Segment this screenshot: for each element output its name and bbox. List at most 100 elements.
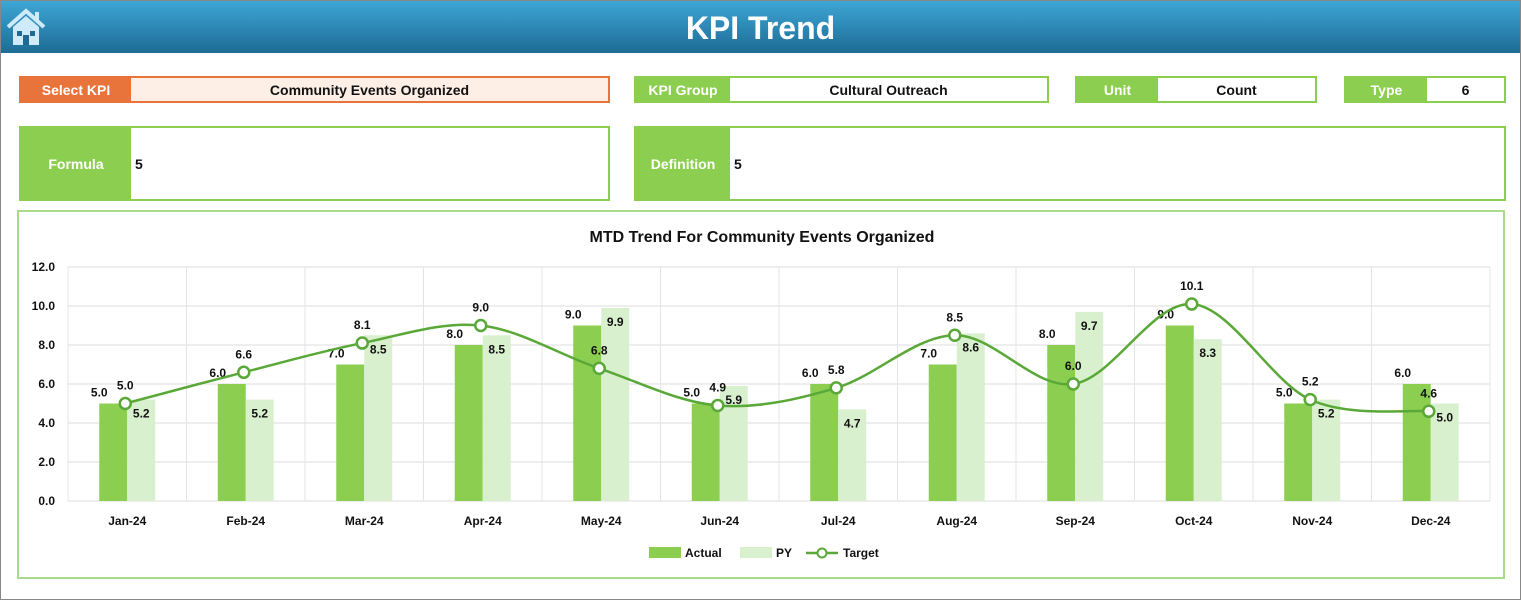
actual-bar: [691, 403, 720, 501]
target-data-label: 4.6: [1420, 386, 1437, 400]
target-point: [355, 336, 369, 350]
x-tick-label: Jun-24: [700, 514, 739, 528]
py-bar: [482, 335, 511, 501]
y-tick-label: 10.0: [32, 299, 56, 313]
definition-label: Definition: [636, 128, 730, 199]
y-tick-label: 8.0: [38, 338, 55, 352]
actual-data-label: 8.0: [1039, 327, 1056, 341]
target-data-label: 5.2: [1302, 375, 1319, 389]
x-tick-label: Dec-24: [1411, 514, 1451, 528]
py-bar: [1312, 399, 1341, 501]
py-data-label: 5.2: [133, 407, 150, 421]
target-point: [237, 365, 251, 380]
legend-py-swatch: [740, 547, 772, 558]
target-data-label: 6.0: [1065, 359, 1082, 373]
type-field: Type 6: [1344, 76, 1506, 103]
py-data-label: 5.2: [1318, 407, 1335, 421]
kpi-group-label: KPI Group: [636, 78, 730, 101]
actual-bar: [99, 403, 128, 501]
x-tick-label: Nov-24: [1292, 514, 1332, 528]
py-bar: [601, 307, 630, 501]
legend-target-label: Target: [843, 546, 879, 560]
target-point: [1066, 377, 1080, 391]
py-bar: [1193, 339, 1222, 501]
header-bar: KPI Trend: [1, 1, 1520, 53]
py-data-label: 8.5: [370, 342, 387, 356]
actual-data-label: 6.0: [209, 366, 226, 380]
y-tick-label: 6.0: [38, 377, 55, 391]
actual-data-label: 8.0: [446, 327, 463, 341]
formula-value: 5: [135, 155, 143, 172]
py-data-label: 5.0: [1436, 411, 1453, 425]
x-tick-label: Feb-24: [226, 514, 265, 528]
target-data-label: 6.6: [235, 347, 252, 361]
actual-data-label: 6.0: [1394, 366, 1411, 380]
y-tick-label: 12.0: [32, 260, 56, 274]
py-bar: [127, 399, 156, 501]
kpi-group-field: KPI Group Cultural Outreach: [634, 76, 1049, 103]
legend-py-label: PY: [776, 546, 792, 560]
py-bar: [364, 335, 393, 501]
target-point: [829, 381, 843, 395]
target-data-label: 6.8: [591, 343, 608, 357]
actual-data-label: 5.0: [91, 386, 108, 400]
formula-field: Formula 5: [19, 126, 610, 201]
actual-bar: [217, 384, 246, 501]
select-kpi-label: Select KPI: [21, 78, 131, 101]
y-tick-label: 2.0: [38, 455, 55, 469]
py-bar: [838, 409, 867, 501]
actual-bar: [810, 384, 839, 501]
x-tick-label: Jan-24: [108, 514, 146, 528]
target-point: [592, 361, 606, 376]
actual-data-label: 5.0: [1276, 386, 1293, 400]
target-data-label: 9.0: [472, 301, 489, 315]
actual-bar: [1047, 345, 1076, 501]
py-data-label: 9.9: [607, 315, 624, 329]
py-bar: [1075, 311, 1104, 501]
definition-field: Definition 5: [634, 126, 1506, 201]
type-value: 6: [1427, 78, 1504, 101]
py-data-label: 8.6: [962, 340, 979, 354]
actual-data-label: 9.0: [565, 308, 582, 322]
x-tick-label: Oct-24: [1175, 514, 1213, 528]
target-data-label: 5.0: [117, 379, 134, 393]
legend-actual-swatch: [649, 547, 681, 558]
target-line: [124, 302, 1429, 413]
target-data-label: 8.1: [354, 318, 371, 332]
home-icon[interactable]: [5, 7, 47, 47]
py-bar: [1430, 403, 1459, 501]
target-data-label: 10.1: [1180, 279, 1204, 293]
py-data-label: 5.2: [251, 407, 268, 421]
actual-data-label: 6.0: [802, 366, 819, 380]
target-data-label: 8.5: [946, 310, 963, 324]
legend-actual-label: Actual: [685, 546, 722, 560]
actual-bar: [454, 345, 483, 501]
unit-label: Unit: [1077, 78, 1158, 101]
target-point: [1303, 392, 1317, 407]
x-tick-label: Jul-24: [821, 514, 856, 528]
target-data-label: 4.9: [709, 380, 726, 394]
actual-bar: [1165, 325, 1194, 501]
target-point: [474, 318, 488, 333]
actual-bar: [1402, 384, 1431, 501]
py-data-label: 8.3: [1199, 346, 1216, 360]
x-tick-label: Sep-24: [1056, 514, 1096, 528]
select-kpi-field[interactable]: Select KPI Community Events Organized: [19, 76, 610, 103]
py-bar: [245, 399, 274, 501]
chart-title: MTD Trend For Community Events Organized: [590, 229, 935, 246]
target-point: [711, 398, 725, 413]
unit-value: Count: [1158, 78, 1315, 101]
select-kpi-dropdown[interactable]: Community Events Organized: [131, 78, 608, 101]
kpi-group-value: Cultural Outreach: [730, 78, 1047, 101]
x-tick-label: Mar-24: [345, 514, 384, 528]
target-point: [1185, 297, 1199, 311]
x-tick-label: Aug-24: [936, 514, 977, 528]
target-point: [948, 328, 962, 342]
page-title: KPI Trend: [685, 10, 836, 46]
py-data-label: 4.7: [844, 416, 861, 430]
target-data-label: 5.8: [828, 363, 845, 377]
legend-target-marker: [816, 547, 828, 559]
actual-bar: [573, 325, 602, 501]
type-label: Type: [1346, 78, 1427, 101]
